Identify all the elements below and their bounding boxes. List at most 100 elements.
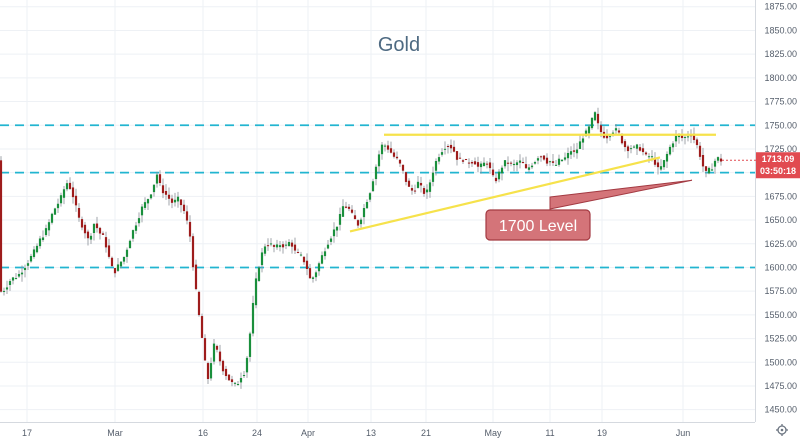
candle-body xyxy=(533,162,537,164)
candle-body xyxy=(575,149,579,154)
candle-body xyxy=(194,264,198,290)
candle-body xyxy=(314,272,318,278)
candle-body xyxy=(317,263,321,272)
candle-body xyxy=(173,199,177,203)
candle-body xyxy=(350,209,354,213)
candle-body xyxy=(320,255,324,264)
y-tick-label: 1550.00 xyxy=(764,310,797,320)
candle-body xyxy=(470,161,474,164)
candle-body xyxy=(344,206,348,208)
candle-body xyxy=(341,206,345,217)
candle-body xyxy=(71,187,75,198)
candle-body xyxy=(530,165,534,168)
candle-body xyxy=(251,302,255,334)
candle-body xyxy=(458,157,462,159)
candle-body xyxy=(434,161,438,171)
last-price-value: 1713.09 xyxy=(762,154,795,164)
candle-body xyxy=(101,233,105,235)
candle-body xyxy=(209,363,213,379)
callout-arrow xyxy=(549,179,693,210)
candle-body xyxy=(308,268,312,279)
candle-body xyxy=(554,164,558,166)
candle-body xyxy=(569,151,573,155)
candle-body xyxy=(56,203,60,209)
callout-label: 1700 Level xyxy=(499,218,577,235)
candle-body xyxy=(497,171,501,180)
candle-body xyxy=(65,183,69,190)
candle-body xyxy=(230,379,234,383)
candle-body xyxy=(23,267,27,271)
candle-body xyxy=(485,163,489,165)
candle-body xyxy=(113,268,117,274)
candle-body xyxy=(44,228,48,236)
x-tick-label: Mar xyxy=(107,428,123,438)
candle-body xyxy=(362,208,366,218)
candle-body xyxy=(83,224,87,234)
candle-body xyxy=(326,244,330,249)
candle-body xyxy=(167,194,171,199)
candle-body xyxy=(263,246,267,254)
y-tick-label: 1575.00 xyxy=(764,286,797,296)
candle-body xyxy=(329,238,333,242)
candle-body xyxy=(122,256,126,262)
x-tick-label: 17 xyxy=(22,428,32,438)
candle-body xyxy=(47,222,51,231)
candle-body xyxy=(227,374,231,381)
candle-body xyxy=(239,378,243,383)
candle-body xyxy=(248,333,252,357)
candle-body xyxy=(128,240,132,249)
candle-body xyxy=(203,338,207,361)
candle-body xyxy=(542,155,546,160)
candle-body xyxy=(491,169,495,176)
x-tick-label: 11 xyxy=(545,428,554,438)
candle-body xyxy=(107,245,111,257)
candle-body xyxy=(413,190,417,192)
candle-body xyxy=(455,151,459,160)
y-tick-label: 1750.00 xyxy=(764,120,797,130)
candle-body xyxy=(5,287,9,290)
candle-body xyxy=(125,249,129,257)
candle-body xyxy=(293,244,297,251)
candle-body xyxy=(269,243,273,245)
candle-body xyxy=(527,167,531,170)
trendlines xyxy=(349,133,716,233)
settings-button[interactable] xyxy=(776,424,788,436)
candle-body xyxy=(521,161,525,164)
trendline xyxy=(349,156,661,233)
candle-body xyxy=(257,267,261,281)
candle-body xyxy=(35,245,39,253)
candle-body xyxy=(599,125,603,133)
candle-body xyxy=(431,172,435,182)
candle-body xyxy=(476,162,480,167)
y-tick-label: 1650.00 xyxy=(764,215,797,225)
candle-body xyxy=(260,252,264,266)
candle-body xyxy=(503,160,507,167)
candle-body xyxy=(26,263,30,266)
candle-body xyxy=(563,157,567,160)
candle-body xyxy=(38,238,42,247)
candle-body xyxy=(551,161,555,163)
candle-body xyxy=(440,152,444,155)
candle-body xyxy=(221,360,225,372)
candle-body xyxy=(512,163,516,166)
candle-body xyxy=(593,112,597,121)
candle-body xyxy=(488,162,492,169)
candle-body xyxy=(161,185,165,194)
candle-body xyxy=(287,241,291,247)
candle-body xyxy=(14,278,18,280)
candle-body xyxy=(650,156,654,158)
candle-body xyxy=(182,204,186,212)
candle-body xyxy=(188,221,192,237)
candle-body xyxy=(566,152,570,159)
y-axis: 1450.00 1475.00 1500.00 1525.00 1550.00 1575.… xyxy=(755,0,797,422)
candle-body xyxy=(275,244,279,248)
candle-body xyxy=(296,252,300,254)
candle-body xyxy=(605,135,609,139)
gear-icon xyxy=(776,424,788,436)
candle-body xyxy=(284,244,288,246)
candle-body xyxy=(638,147,642,151)
candle-body xyxy=(494,177,498,182)
candle-body xyxy=(134,225,138,231)
